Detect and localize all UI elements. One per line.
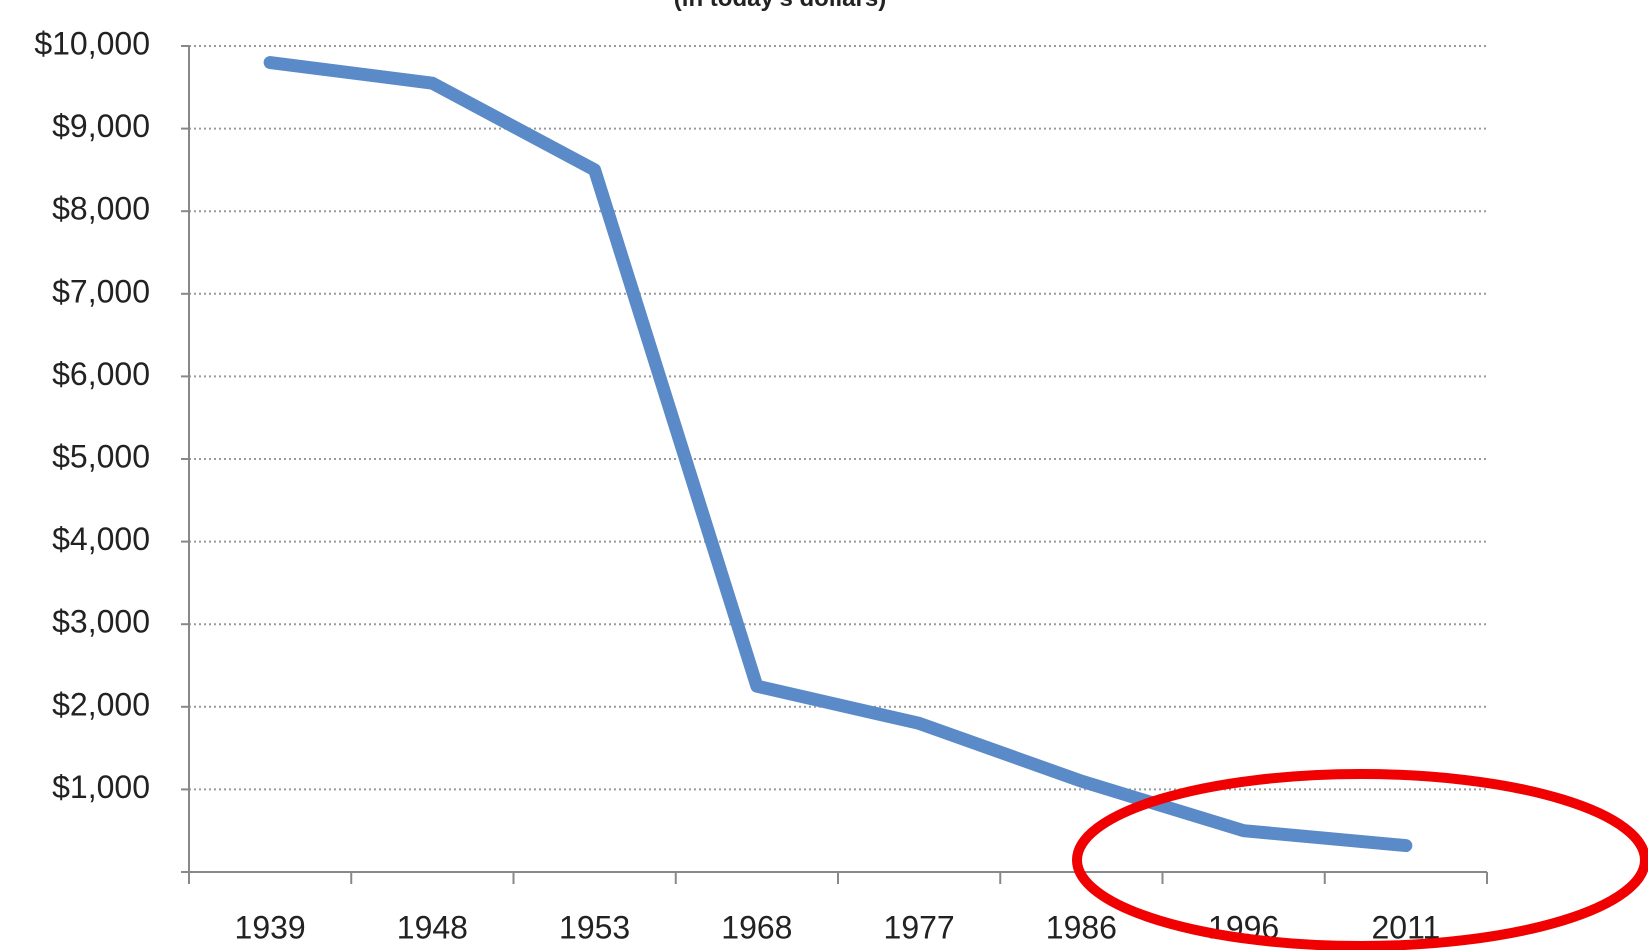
y-tick-label: $1,000: [52, 769, 150, 805]
y-tick-label: $8,000: [52, 191, 150, 227]
highlight-ellipse: [1072, 769, 1648, 950]
y-tick-label: $9,000: [52, 108, 150, 144]
y-tick-label: $5,000: [52, 438, 150, 474]
axes: $1,000 $2,000 $3,000 $4,000 $5,000 $6,000 $7,0…: [34, 25, 1488, 945]
marks: [263, 56, 1413, 853]
grid: [189, 45, 1487, 791]
y-tick-label: $7,000: [52, 273, 150, 309]
x-tick-label: 1948: [397, 909, 468, 945]
y-tick-label: $6,000: [52, 356, 150, 392]
chart-subtitle: (in today's dollars): [674, 0, 886, 12]
y-tick-label: $4,000: [52, 521, 150, 557]
x-tick-label: 1986: [1046, 909, 1117, 945]
x-tick-label: 1968: [721, 909, 792, 945]
y-tick-label: $2,000: [52, 686, 150, 722]
data-line: [263, 56, 1413, 853]
x-tick-label: 1953: [559, 909, 630, 945]
y-tick-label: $10,000: [34, 25, 150, 61]
x-tick-label: 1939: [235, 909, 306, 945]
x-tick-label: 1977: [884, 909, 955, 945]
y-tick-label: $3,000: [52, 604, 150, 640]
